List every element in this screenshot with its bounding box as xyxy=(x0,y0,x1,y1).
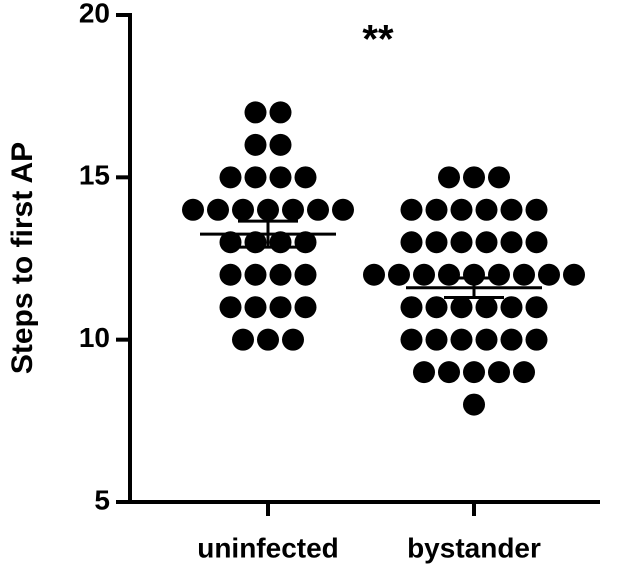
y-axis-label: Steps to first AP xyxy=(6,142,39,374)
data-point xyxy=(400,231,423,254)
data-point xyxy=(463,361,485,384)
data-point xyxy=(513,263,535,286)
data-point xyxy=(294,263,317,286)
data-point xyxy=(475,231,498,254)
data-point xyxy=(413,263,435,286)
data-point xyxy=(450,198,473,221)
data-point xyxy=(332,198,354,221)
data-point xyxy=(500,231,523,254)
data-point xyxy=(269,101,292,124)
data-point xyxy=(475,198,498,221)
data-point xyxy=(244,296,267,319)
data-point xyxy=(257,198,279,221)
data-point xyxy=(282,328,304,351)
data-point xyxy=(244,263,267,286)
data-point xyxy=(307,198,329,221)
data-point xyxy=(488,361,510,384)
data-point xyxy=(500,328,523,351)
data-point xyxy=(488,166,510,189)
data-point xyxy=(450,231,473,254)
data-point xyxy=(400,198,423,221)
data-point xyxy=(463,166,485,189)
data-point xyxy=(219,166,242,189)
data-point xyxy=(244,133,267,156)
data-point xyxy=(450,328,473,351)
data-point xyxy=(425,231,448,254)
data-point xyxy=(244,101,267,124)
data-point xyxy=(294,166,317,189)
data-point xyxy=(500,296,523,319)
significance-annotation: ** xyxy=(362,18,394,62)
y-tick-label: 5 xyxy=(94,484,110,515)
data-point xyxy=(525,296,548,319)
data-point xyxy=(400,296,423,319)
data-point xyxy=(413,361,435,384)
data-point xyxy=(219,263,242,286)
data-point xyxy=(182,198,204,221)
data-point xyxy=(257,328,279,351)
data-point xyxy=(450,296,473,319)
data-point xyxy=(500,198,523,221)
data-point xyxy=(525,198,548,221)
data-point xyxy=(269,166,292,189)
y-tick-label: 15 xyxy=(79,160,110,191)
data-point xyxy=(244,166,267,189)
data-point xyxy=(282,198,304,221)
data-point xyxy=(513,361,535,384)
data-point xyxy=(219,231,242,254)
data-point xyxy=(269,263,292,286)
data-point xyxy=(538,263,560,286)
data-point xyxy=(438,263,460,286)
data-point xyxy=(294,296,317,319)
y-tick-label: 20 xyxy=(79,0,110,28)
data-point xyxy=(219,296,242,319)
data-point xyxy=(525,231,548,254)
data-point xyxy=(488,263,510,286)
x-tick-label: uninfected xyxy=(197,532,339,563)
data-point xyxy=(425,198,448,221)
data-point xyxy=(232,198,254,221)
data-point xyxy=(207,198,229,221)
data-point xyxy=(425,296,448,319)
data-point xyxy=(475,296,498,319)
data-point xyxy=(269,296,292,319)
data-point xyxy=(400,328,423,351)
data-point xyxy=(438,166,460,189)
data-point xyxy=(294,231,317,254)
data-point xyxy=(463,393,485,416)
data-point xyxy=(363,263,385,286)
x-tick-label: bystander xyxy=(407,532,541,563)
data-point xyxy=(525,328,548,351)
data-point xyxy=(475,328,498,351)
data-point xyxy=(425,328,448,351)
data-point xyxy=(269,133,292,156)
data-point xyxy=(463,263,485,286)
data-point xyxy=(563,263,585,286)
y-tick-label: 10 xyxy=(79,322,110,353)
data-point xyxy=(388,263,410,286)
data-point xyxy=(438,361,460,384)
data-point xyxy=(232,328,254,351)
